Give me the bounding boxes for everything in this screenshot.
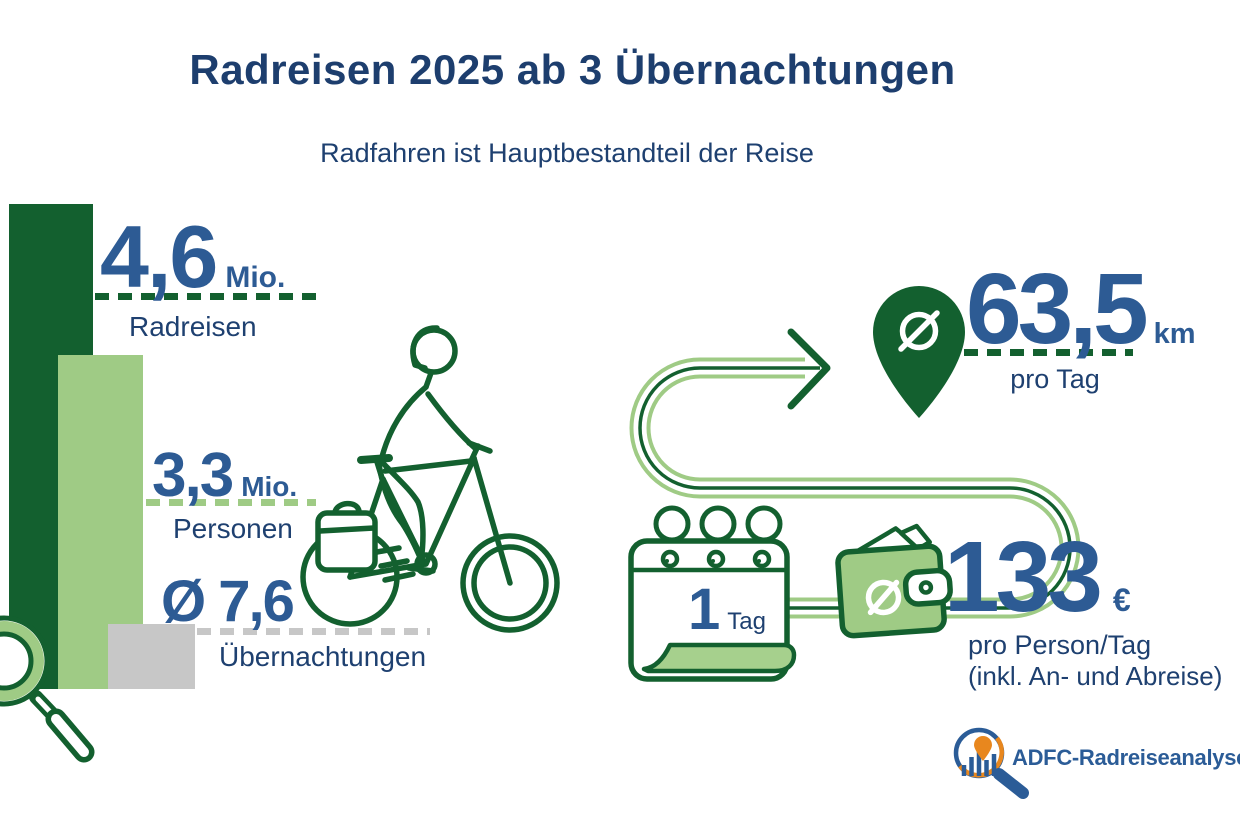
dash-line-uebernachtungen [197,628,430,635]
stat-day-value: 1 [688,577,721,642]
dash-line-radreisen [95,293,323,300]
page-title: Radreisen 2025 ab 3 Übernachtungen [189,46,956,93]
stat-distance: 63,5 km [966,259,1196,359]
magnifier-icon [0,615,95,763]
logo-magnifier-icon [953,727,1029,799]
stat-cost-unit: € [1112,582,1131,618]
stat-personen: 3,3 Mio. [152,445,297,507]
stat-cost-value: 133 [944,521,1103,633]
stat-radreisen: 4,6 Mio. [100,213,285,301]
stat-day: 1 Tag [688,581,766,639]
stat-personen-label: Personen [173,513,293,544]
stat-day-unit: Tag [727,608,766,635]
calendar-icon [628,505,797,682]
bicycle-rider-icon [300,325,560,633]
stat-radreisen-unit: Mio. [225,261,286,294]
stat-personen-unit: Mio. [241,471,298,502]
stat-radreisen-label: Radreisen [129,311,257,342]
stat-radreisen-value: 4,6 [100,207,218,306]
stat-distance-unit: km [1153,318,1196,350]
wallet-icon [835,523,953,639]
stat-uebernachtungen: Ø 7,6 [161,569,295,634]
stat-distance-value: 63,5 [966,253,1149,365]
logo-wordmark: ADFC-Radreiseanalyse [1012,745,1240,770]
stat-personen-value: 3,3 [152,441,234,510]
dash-line-km [918,349,1133,356]
stat-cost: 133 € [944,527,1131,627]
page-subtitle: Radfahren ist Hauptbestandteil der Reise [320,138,814,168]
stat-uebernachtungen-value: Ø 7,6 [161,569,295,634]
route-path [629,357,1081,619]
stat-cost-label1: pro Person/Tag [968,630,1152,660]
stat-cost-label2: (inkl. An- und Abreise) [968,661,1223,691]
stat-uebernachtungen-label: Übernachtungen [219,641,427,672]
dash-line-personen [146,499,316,506]
stat-distance-label: pro Tag [1010,364,1100,394]
bar-uebernachtungen [108,624,195,689]
route-arrow-icon [787,328,831,410]
location-pin-icon [873,286,965,418]
